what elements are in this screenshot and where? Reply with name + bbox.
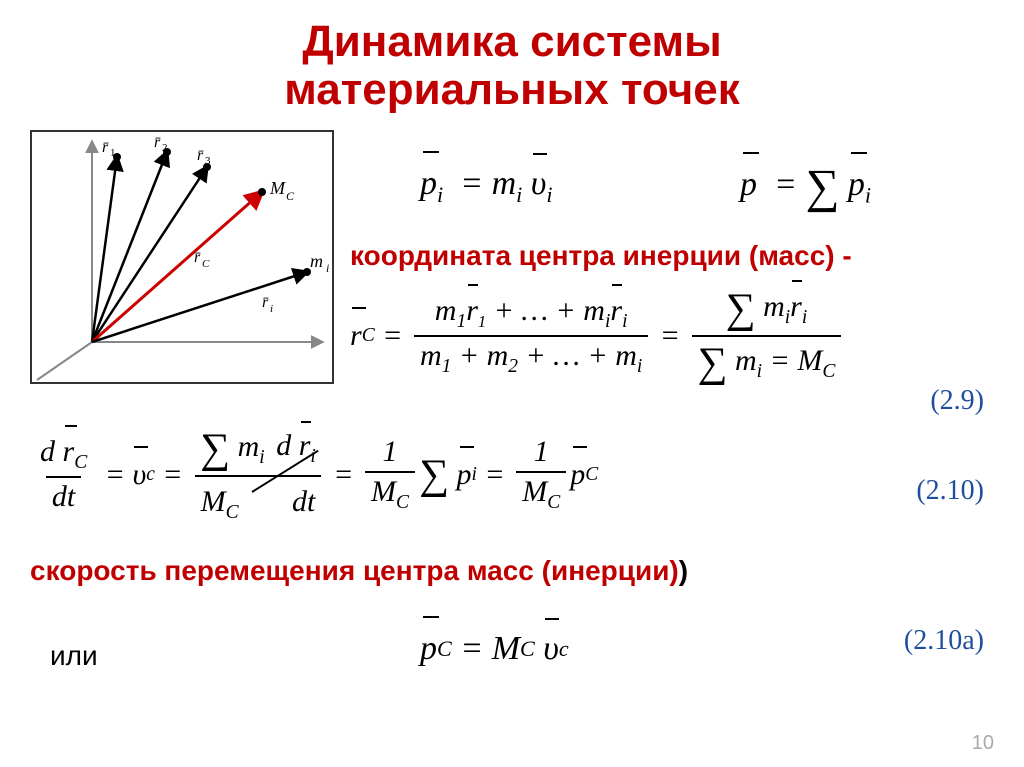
svg-text:C: C [202,258,210,270]
eq-p-sum: p = ∑ pi [740,160,871,214]
svg-text:r̄: r̄ [154,134,161,151]
svg-text:r̄: r̄ [194,249,201,266]
svg-text:i: i [326,261,329,275]
title-line-2: материальных точек [0,66,1024,114]
svg-text:r̄: r̄ [262,294,269,311]
svg-text:M: M [269,178,286,198]
eqnum-2-9: (2.9) [930,385,984,417]
svg-text:r̄: r̄ [102,139,109,156]
subtitle-velocity: скорость перемещения центра масс (инерци… [30,555,688,587]
eqnum-2-10a: (2.10а) [904,625,984,657]
eq-pc: pC = MC υc [420,630,569,668]
page-number: 10 [972,732,994,755]
eq-rc: rC = m1r1 + … + miri m1 + m2 + … + mi = … [350,285,845,387]
svg-text:C: C [286,189,295,203]
title-line-1: Динамика системы [0,18,1024,66]
eq-drc-dt: d rC dt = υc = ∑ mi d ri MCxxxxdt = 1 MC… [30,425,598,524]
svg-text:m: m [310,251,323,271]
eqnum-2-10: (2.10) [916,475,984,507]
svg-text:i: i [270,303,273,315]
subtitle2-text: скорость перемещения центра масс (инерци… [30,555,679,586]
svg-text:2: 2 [162,142,168,154]
subtitle-center-of-mass: координата центра инерции (масс) - [350,240,852,272]
svg-text:1: 1 [110,147,116,159]
eq-pi: pi = mi υi [420,165,553,208]
svg-text:r̄: r̄ [197,147,204,164]
svg-text:3: 3 [205,155,211,167]
vector-diagram: r̄1 r̄2 r̄3 MC r̄C mi r̄i [30,130,334,384]
or-label: или [50,640,98,672]
